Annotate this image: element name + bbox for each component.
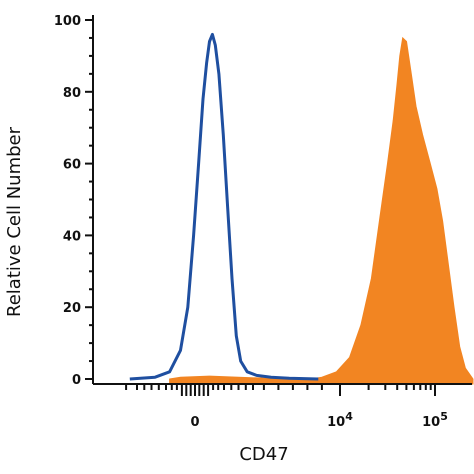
x-axis-label: CD47 [239, 444, 288, 465]
x-tick-label: 0 [190, 415, 199, 430]
x-tick-label: 104 [327, 410, 353, 430]
plot-area [129, 32, 474, 385]
y-tick-label: 100 [54, 14, 81, 29]
y-tick-label: 80 [63, 86, 81, 101]
y-tick-label: 60 [63, 158, 81, 173]
series-1-filled-histogram [169, 36, 474, 385]
series-0-outline-histogram [129, 32, 319, 381]
x-axis-ticks [125, 384, 436, 396]
y-axis-ticks: 0 20 40 60 80 100 [54, 14, 93, 388]
y-axis-label: Relative Cell Number [4, 126, 25, 317]
x-tick-label: 105 [422, 410, 448, 430]
x-axis-tick-labels: 0 104 105 [190, 410, 447, 430]
y-tick-label: 0 [72, 373, 81, 388]
y-tick-label: 40 [63, 229, 81, 244]
y-tick-label: 20 [63, 301, 81, 316]
